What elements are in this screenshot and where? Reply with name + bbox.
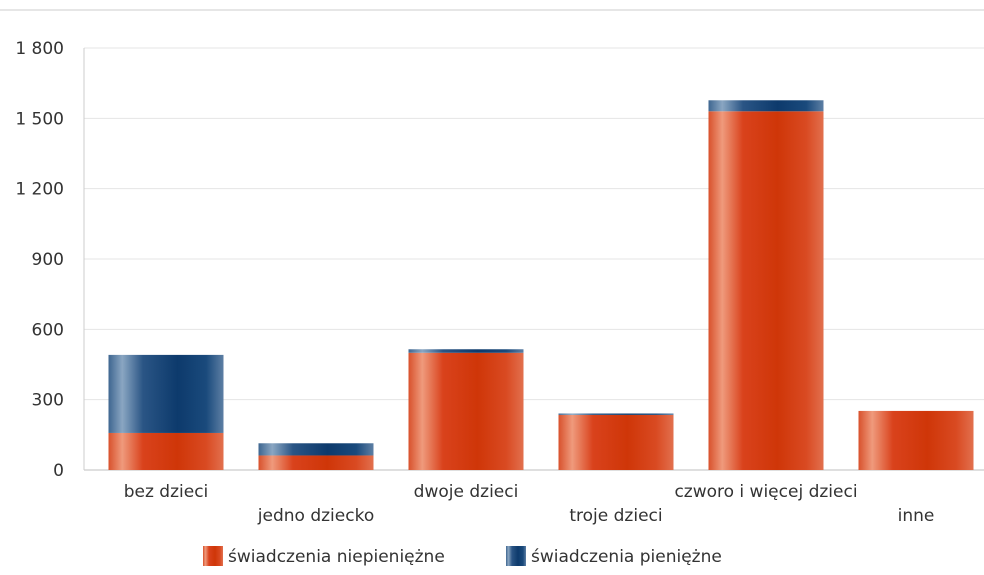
x-tick-label: czworo i więcej dzieci [674,482,857,502]
bar-segment-niepieniezne [258,455,374,470]
legend: świadczenia niepieniężne świadczenia pien… [203,546,722,567]
legend-pieniezne-swatch [506,546,526,566]
y-tick-label: 1 800 [15,39,64,59]
y-axis: 0 300 600 900 1 200 1 500 1 800 [15,39,85,481]
bar-segment-niepieniezne [858,410,974,470]
y-tick-label: 900 [32,250,64,270]
legend-niepieniezne-swatch [203,546,223,566]
bar-segment-pieniezne [408,349,524,353]
x-tick-label: jedno dziecko [257,506,374,526]
bars [108,100,974,471]
bar-segment-niepieniezne [558,414,674,470]
bar-segment-pieniezne [708,100,824,112]
gridlines [84,47,984,471]
x-tick-label: bez dzieci [124,482,209,502]
x-axis: bez dzieci jedno dziecko dwoje dzieci troje… [124,482,935,526]
x-tick-label: dwoje dzieci [414,482,519,502]
bar-segment-niepieniezne [708,111,824,471]
bar-segment-niepieniezne [408,352,524,470]
x-tick-label: troje dzieci [569,506,662,526]
y-tick-label: 0 [53,461,64,481]
bar-segment-pieniezne [258,443,374,456]
bar-segment-pieniezne [558,413,674,415]
x-tick-label: inne [898,506,935,526]
y-tick-label: 300 [32,391,64,411]
bar-segment-niepieniezne [108,432,224,470]
y-tick-label: 1 200 [15,180,64,200]
y-tick-label: 600 [32,320,64,340]
bar-segment-pieniezne [108,354,224,433]
legend-pieniezne-label: świadczenia pieniężne [531,547,722,567]
legend-niepieniezne-label: świadczenia niepieniężne [228,547,445,567]
y-tick-label: 1 500 [15,109,64,129]
